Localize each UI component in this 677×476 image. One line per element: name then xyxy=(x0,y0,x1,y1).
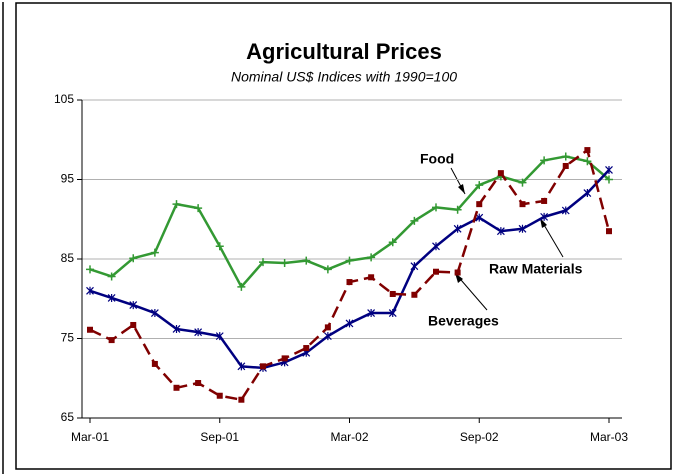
marker xyxy=(540,156,549,165)
marker xyxy=(368,274,375,281)
arrowhead xyxy=(540,218,547,228)
marker xyxy=(172,200,181,209)
x-tick-label: Mar-01 xyxy=(71,430,109,444)
marker xyxy=(237,282,246,291)
y-tick-label: 95 xyxy=(61,172,75,186)
marker xyxy=(215,332,224,341)
marker xyxy=(194,204,203,213)
y-tick-label: 65 xyxy=(61,410,75,424)
marker xyxy=(151,360,158,367)
marker xyxy=(260,363,266,370)
x-tick-label: Sep-01 xyxy=(200,430,239,444)
marker xyxy=(259,258,267,267)
marker xyxy=(561,206,570,215)
marker xyxy=(86,286,94,295)
marker xyxy=(411,291,418,298)
chart-frame xyxy=(15,2,672,470)
marker xyxy=(216,392,223,399)
series-annotation: Food xyxy=(420,151,454,167)
marker xyxy=(453,205,462,214)
y-tick-label: 85 xyxy=(61,251,75,265)
x-tick-label: Sep-02 xyxy=(460,430,499,444)
marker xyxy=(389,290,396,297)
marker xyxy=(129,301,138,310)
marker xyxy=(150,309,159,318)
marker xyxy=(518,224,527,233)
marker xyxy=(433,268,439,275)
marker xyxy=(606,228,612,235)
marker xyxy=(173,384,180,391)
marker xyxy=(237,362,246,371)
marker xyxy=(346,279,353,286)
marker xyxy=(432,203,440,212)
marker xyxy=(281,355,288,362)
chart-subtitle: Nominal US$ Indices with 1990=100 xyxy=(231,69,457,85)
marker xyxy=(280,258,289,267)
marker xyxy=(107,272,116,281)
marker xyxy=(518,178,527,187)
marker xyxy=(497,170,504,177)
marker xyxy=(367,253,376,262)
y-tick-label: 75 xyxy=(61,331,75,345)
marker xyxy=(303,345,310,352)
marker xyxy=(215,242,224,251)
marker xyxy=(345,256,354,265)
marker xyxy=(475,181,484,190)
marker xyxy=(107,293,116,302)
marker xyxy=(584,147,591,154)
marker xyxy=(562,162,569,169)
marker xyxy=(540,212,549,221)
x-tick-label: Mar-03 xyxy=(590,430,628,444)
marker xyxy=(541,197,548,204)
marker xyxy=(324,324,331,331)
marker xyxy=(410,216,419,225)
marker xyxy=(345,319,354,328)
marker xyxy=(476,201,483,208)
series-annotation: Raw Materials xyxy=(489,261,583,277)
marker xyxy=(108,337,115,344)
y-tick-label: 105 xyxy=(54,92,74,106)
chart-title: Agricultural Prices xyxy=(246,39,442,64)
marker xyxy=(323,265,332,274)
marker xyxy=(86,265,94,274)
marker xyxy=(605,165,613,174)
marker xyxy=(302,256,311,265)
marker xyxy=(130,321,137,328)
marker xyxy=(432,242,440,251)
series-annotation: Beverages xyxy=(428,313,499,329)
marker xyxy=(194,328,203,337)
marker xyxy=(323,332,332,341)
marker xyxy=(388,238,397,247)
marker xyxy=(172,324,181,333)
marker xyxy=(367,309,376,318)
arrowhead xyxy=(458,184,465,194)
marker xyxy=(388,309,397,318)
marker xyxy=(519,201,526,208)
marker xyxy=(583,157,592,166)
x-tick-label: Mar-02 xyxy=(330,430,368,444)
marker xyxy=(561,152,570,161)
marker xyxy=(238,396,245,403)
marker xyxy=(454,269,461,276)
marker xyxy=(410,262,419,271)
marker xyxy=(129,254,138,263)
marker xyxy=(496,227,505,236)
marker xyxy=(605,175,613,184)
marker xyxy=(195,380,202,387)
marker xyxy=(453,224,462,233)
marker xyxy=(87,326,93,333)
marker xyxy=(150,248,159,257)
marker xyxy=(583,189,592,198)
